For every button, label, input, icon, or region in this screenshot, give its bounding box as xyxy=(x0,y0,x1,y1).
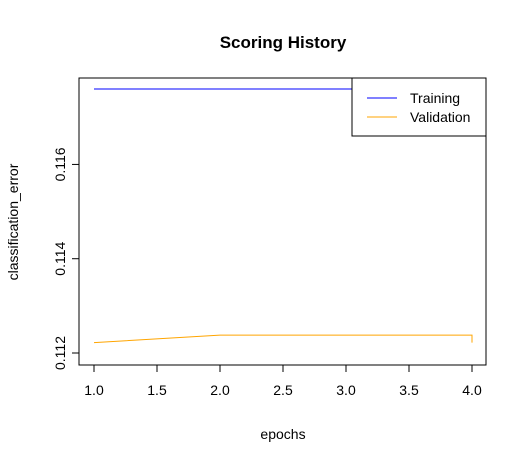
legend-box xyxy=(351,77,487,137)
x-tick-label: 4.0 xyxy=(462,382,482,398)
y-tick-label: 0.116 xyxy=(52,147,68,181)
x-tick-label: 3.0 xyxy=(336,382,356,398)
series-line-validation xyxy=(93,334,473,344)
y-axis: 0.112 0.114 0.116 xyxy=(52,147,80,370)
chart-title: Scoring History xyxy=(220,33,347,52)
y-tick-label: 0.114 xyxy=(52,242,68,276)
y-tick-label: 0.112 xyxy=(52,336,68,370)
x-axis: 1.0 1.5 2.0 2.5 3.0 3.5 4.0 xyxy=(84,364,482,398)
x-tick-label: 2.5 xyxy=(273,382,293,398)
legend-label-training: Training xyxy=(410,90,460,106)
x-axis-label: epochs xyxy=(260,426,305,442)
x-tick-label: 1.5 xyxy=(147,382,167,398)
legend: Training Validation xyxy=(351,77,487,137)
legend-label-validation: Validation xyxy=(410,109,470,125)
x-tick-label: 3.5 xyxy=(399,382,419,398)
x-tick-label: 1.0 xyxy=(84,382,104,398)
x-tick-label: 2.0 xyxy=(210,382,230,398)
y-axis-label: classification_error xyxy=(5,163,21,280)
